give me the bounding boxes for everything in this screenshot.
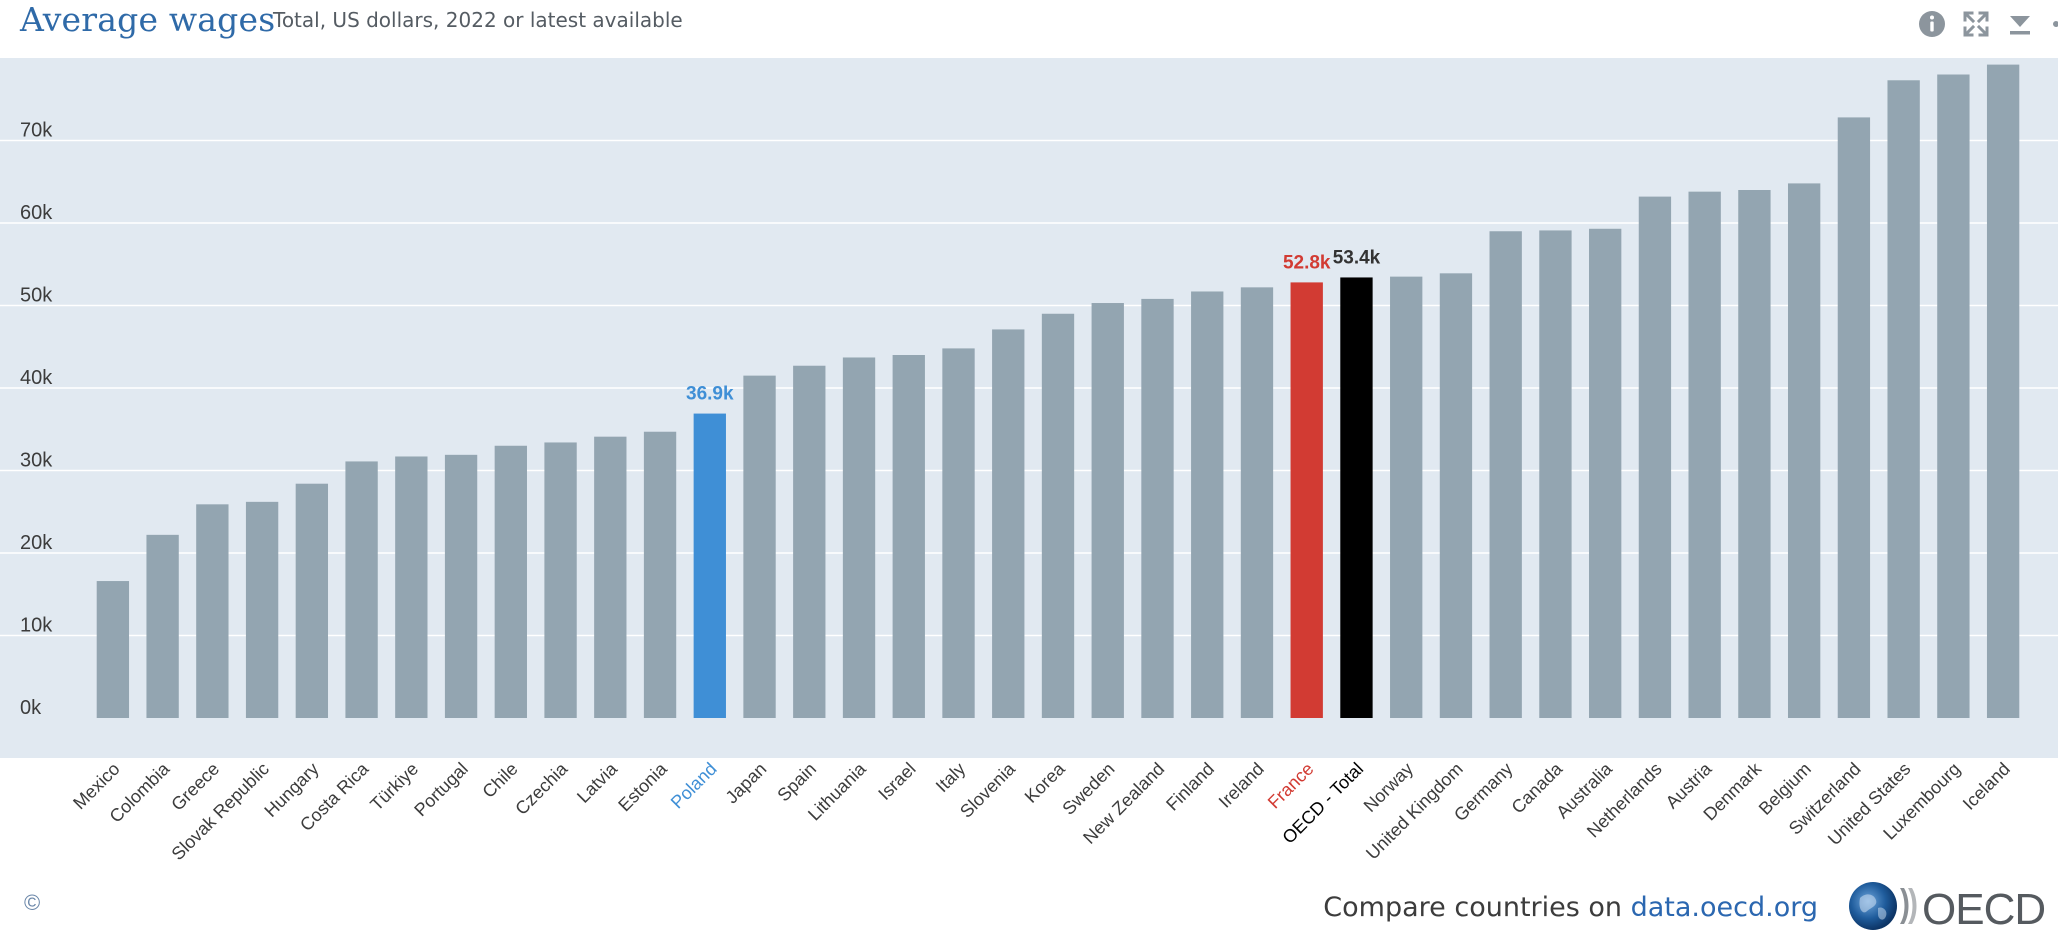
x-tick-label: Slovenia [956,758,1020,822]
bar-colombia [146,534,179,718]
compare-prefix: Compare countries on [1323,892,1631,923]
x-tick-label: Chile [478,759,521,802]
chart-title: Average wages [20,0,276,39]
compare-countries-text: Compare countries on data.oecd.org [1323,890,1818,926]
bar-france [1290,282,1323,718]
data-label-france: 52.8k [1283,252,1331,273]
x-tick-label: Spain [773,759,820,806]
data-oecd-link[interactable]: data.oecd.org [1630,892,1818,923]
bar-italy [942,348,975,718]
y-tick-label: 60k [20,202,53,224]
bar-finland [1191,291,1224,718]
bar-oecd-total [1340,277,1373,718]
copyright-icon[interactable]: © [24,890,41,915]
bar-netherlands [1638,196,1672,719]
bar-sweden [1091,303,1124,718]
bar-czechia [544,442,577,718]
bar-united-kingdom [1439,273,1473,718]
bar-mexico [96,581,130,718]
bar-israel [892,355,925,718]
download-icon [2010,16,2030,35]
oecd-logo[interactable]: OECD [1848,878,2058,934]
y-tick-label: 10k [20,615,53,637]
bar-japan [743,375,776,718]
bar-ireland [1240,287,1274,718]
bar-greece [196,504,229,718]
info-icon [1919,11,1945,37]
bar-chile [494,445,527,718]
download-button[interactable] [2004,8,2036,40]
info-button[interactable] [1916,8,1948,40]
x-tick-label: Poland [667,759,721,813]
data-label-oecd-total: 53.4k [1333,247,1381,268]
y-tick-label: 50k [20,285,53,307]
y-tick-label: 40k [20,367,53,389]
bar-estonia [643,431,677,718]
x-tick-label: Japan [722,759,771,808]
y-tick-label: 20k [20,532,53,554]
chart-subtitle: Total, US dollars, 2022 or latest availa… [273,8,683,32]
bar-korea [1041,313,1075,718]
bar-slovenia [992,329,1025,718]
x-tick-label: Portugal [410,759,472,821]
oecd-logo-wordmark: OECD [1922,885,2045,932]
expand-button[interactable] [1960,8,1992,40]
bar-latvia [594,436,627,718]
bar-united-states [1887,80,1920,718]
bar-luxembourg [1937,74,1970,718]
chart-toolbar [1916,8,2058,40]
oecd-logo-icon: OECD [1849,882,2046,934]
bar-poland [693,413,726,718]
bar-switzerland [1837,117,1871,718]
bar-denmark [1738,190,1771,718]
bar-costa-rica [345,461,378,718]
x-tick-label: Latvia [573,758,622,807]
more-icon [2053,21,2058,27]
bar-germany [1489,231,1522,718]
x-tick-label: Estonia [614,758,671,815]
x-tick-label: Finland [1162,759,1218,815]
bar-t-rkiye [395,456,428,718]
bar-canada [1539,230,1572,719]
data-label-poland: 36.9k [686,384,734,405]
bar-chart: 0k10k20k30k40k50k60k70kMexicoColombiaGre… [0,64,2058,864]
bar-belgium [1787,183,1821,718]
y-tick-label: 30k [20,450,53,472]
bar-new-zealand [1141,298,1174,718]
bar-hungary [295,483,329,718]
chart-header: Average wages Total, US dollars, 2022 or… [0,0,2058,58]
bar-iceland [1986,64,2020,719]
y-tick-label: 0k [20,697,42,719]
bar-spain [793,365,826,718]
x-tick-label: Israel [874,759,919,804]
bar-slovak-republic [245,501,279,718]
x-tick-label: Czechia [511,758,572,819]
x-tick-label: Ireland [1215,759,1268,812]
more-button[interactable] [2048,8,2058,40]
expand-icon [1963,11,1989,37]
x-tick-label: Iceland [1959,759,2014,814]
bar-norway [1390,276,1423,718]
bar-portugal [444,454,478,718]
x-tick-label: Italy [932,759,969,796]
bar-austria [1688,191,1721,718]
y-tick-label: 70k [20,120,53,142]
x-tick-label: Korea [1021,758,1070,807]
bar-australia [1589,228,1622,718]
bar-lithuania [842,357,876,718]
